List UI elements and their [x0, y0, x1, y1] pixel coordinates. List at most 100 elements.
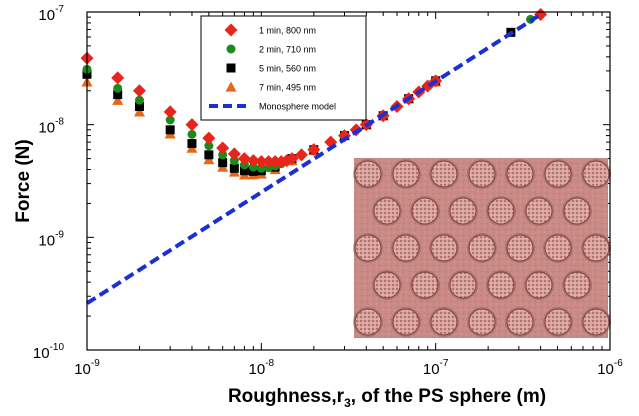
diamond-point: [246, 154, 260, 168]
triangle-point: [112, 94, 124, 105]
circle-point: [248, 162, 258, 172]
square-point: [204, 150, 214, 160]
x-tick-label-base: 10: [423, 361, 440, 378]
x-tick-label: 10-7: [423, 358, 449, 378]
square-point: [113, 90, 123, 100]
sphere: [373, 197, 401, 225]
diamond-point: [202, 131, 216, 145]
sphere: [525, 271, 553, 299]
legend-label: 5 min, 560 nm: [259, 64, 316, 74]
sphere: [468, 234, 496, 262]
sphere: [354, 308, 382, 336]
square-point: [134, 101, 144, 111]
sphere: [449, 271, 477, 299]
sphere: [582, 234, 610, 262]
y-tick-label-base: 10: [38, 232, 55, 249]
x-tick-label-exp: -7: [440, 358, 449, 369]
diamond-point: [185, 118, 199, 132]
y-tick-label-base: 10: [38, 120, 55, 137]
square-point: [187, 139, 197, 149]
circle-point: [165, 115, 175, 125]
x-tick-label-exp: -8: [265, 358, 274, 369]
y-tick-label-exp: -7: [55, 4, 64, 15]
sphere: [563, 197, 591, 225]
y-tick-label-base: 10: [33, 345, 50, 362]
sphere: [487, 197, 515, 225]
circle-point: [134, 95, 144, 105]
y-tick-label: 10-9: [38, 229, 64, 249]
legend-label: Monosphere model: [259, 102, 336, 112]
legend-label: 1 min, 800 nm: [259, 26, 316, 36]
sphere: [544, 234, 572, 262]
x-axis-title-suffix: , of the PS sphere (m): [351, 386, 546, 407]
legend: 1 min, 800 nm 2 min, 710 nm 5 min, 560 nm 7…: [200, 15, 367, 121]
sphere: [506, 160, 534, 188]
square-point: [229, 163, 239, 173]
y-tick-label: 10-8: [38, 117, 64, 137]
diamond-point: [237, 152, 251, 166]
sphere: [525, 197, 553, 225]
sphere: [506, 308, 534, 336]
sphere: [411, 271, 439, 299]
x-tick-label: 10-8: [249, 358, 275, 378]
sphere: [544, 160, 572, 188]
axis-ticks: [86, 12, 610, 351]
y-tick-label-exp: -8: [55, 117, 64, 128]
circle-point: [204, 141, 214, 151]
sphere: [392, 160, 420, 188]
circle-point: [226, 44, 236, 54]
sphere: [582, 160, 610, 188]
axis-labels: 10-9 10-8 10-7 10-610-1010-910-810-7Roughne…: [13, 4, 623, 410]
diamond-point: [285, 152, 299, 166]
sphere: [563, 271, 591, 299]
diamond-point: [307, 143, 321, 157]
square-point: [226, 63, 236, 73]
sphere: [449, 197, 477, 225]
sphere: [411, 197, 439, 225]
x-axis-title-main: Roughness,r: [228, 386, 345, 407]
x-tick-label-base: 10: [249, 361, 266, 378]
diamond-point: [227, 147, 241, 161]
circle-point: [229, 156, 239, 166]
diamond-point: [132, 84, 146, 98]
diamond-point: [216, 141, 230, 155]
x-tick-label-exp: -6: [614, 358, 623, 369]
sphere: [392, 308, 420, 336]
diamond-point: [295, 148, 309, 162]
legend-label: 7 min, 495 nm: [259, 83, 316, 93]
diamond-point: [224, 23, 238, 37]
y-tick-label: 10-10: [33, 342, 65, 362]
data-marks: [80, 8, 548, 305]
sphere: [544, 308, 572, 336]
y-tick-label-base: 10: [38, 7, 55, 24]
sphere: [582, 308, 610, 336]
sphere: [354, 234, 382, 262]
legend-label: 2 min, 710 nm: [259, 45, 316, 55]
sphere: [468, 308, 496, 336]
y-tick-label-exp: -10: [50, 342, 65, 353]
sphere: [354, 160, 382, 188]
x-tick-label-base: 10: [597, 361, 614, 378]
circle-point: [187, 129, 197, 139]
diamond-point: [111, 71, 125, 85]
sphere: [430, 234, 458, 262]
square-point: [239, 166, 249, 176]
x-tick-label-exp: -9: [91, 358, 100, 369]
x-tick-label-base: 10: [74, 361, 91, 378]
circle-point: [218, 150, 228, 160]
y-axis-title: Force (N): [13, 139, 34, 222]
x-tick-label: 10-9: [74, 358, 100, 378]
sphere: [430, 308, 458, 336]
inset-micrograph: [353, 158, 611, 338]
sphere: [430, 160, 458, 188]
square-point: [218, 158, 228, 168]
diamond-point: [254, 155, 268, 169]
sphere: [468, 160, 496, 188]
x-axis-title-sub: 3: [344, 396, 351, 410]
x-tick-label: 10-6: [597, 358, 623, 378]
plot-frame: [86, 11, 611, 351]
sphere: [487, 271, 515, 299]
circle-point: [256, 163, 266, 173]
sphere: [392, 234, 420, 262]
y-tick-label-exp: -9: [55, 229, 64, 240]
